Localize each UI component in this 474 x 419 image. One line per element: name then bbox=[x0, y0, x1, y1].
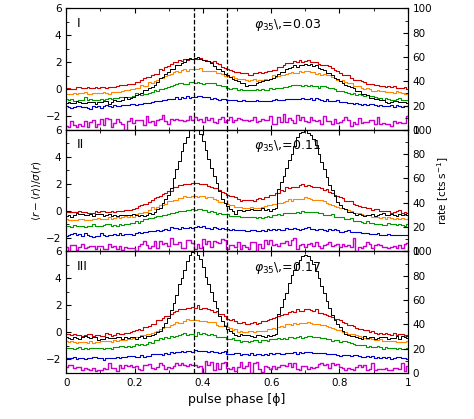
X-axis label: pulse phase [ϕ]: pulse phase [ϕ] bbox=[188, 393, 286, 406]
Text: $\varphi_{35}$\,=0.03: $\varphi_{35}$\,=0.03 bbox=[254, 17, 321, 33]
Y-axis label: $\langle r - \langle r \rangle\rangle / \sigma(r)$: $\langle r - \langle r \rangle\rangle / … bbox=[30, 160, 43, 221]
Text: III: III bbox=[77, 260, 88, 273]
Text: I: I bbox=[77, 17, 80, 30]
Text: $\varphi_{35}$\,=0.17: $\varphi_{35}$\,=0.17 bbox=[254, 260, 321, 276]
Text: II: II bbox=[77, 138, 84, 151]
Text: $\varphi_{35}$\,=0.11: $\varphi_{35}$\,=0.11 bbox=[254, 138, 321, 154]
Y-axis label: rate [cts s$^{-1}$]: rate [cts s$^{-1}$] bbox=[435, 156, 450, 225]
